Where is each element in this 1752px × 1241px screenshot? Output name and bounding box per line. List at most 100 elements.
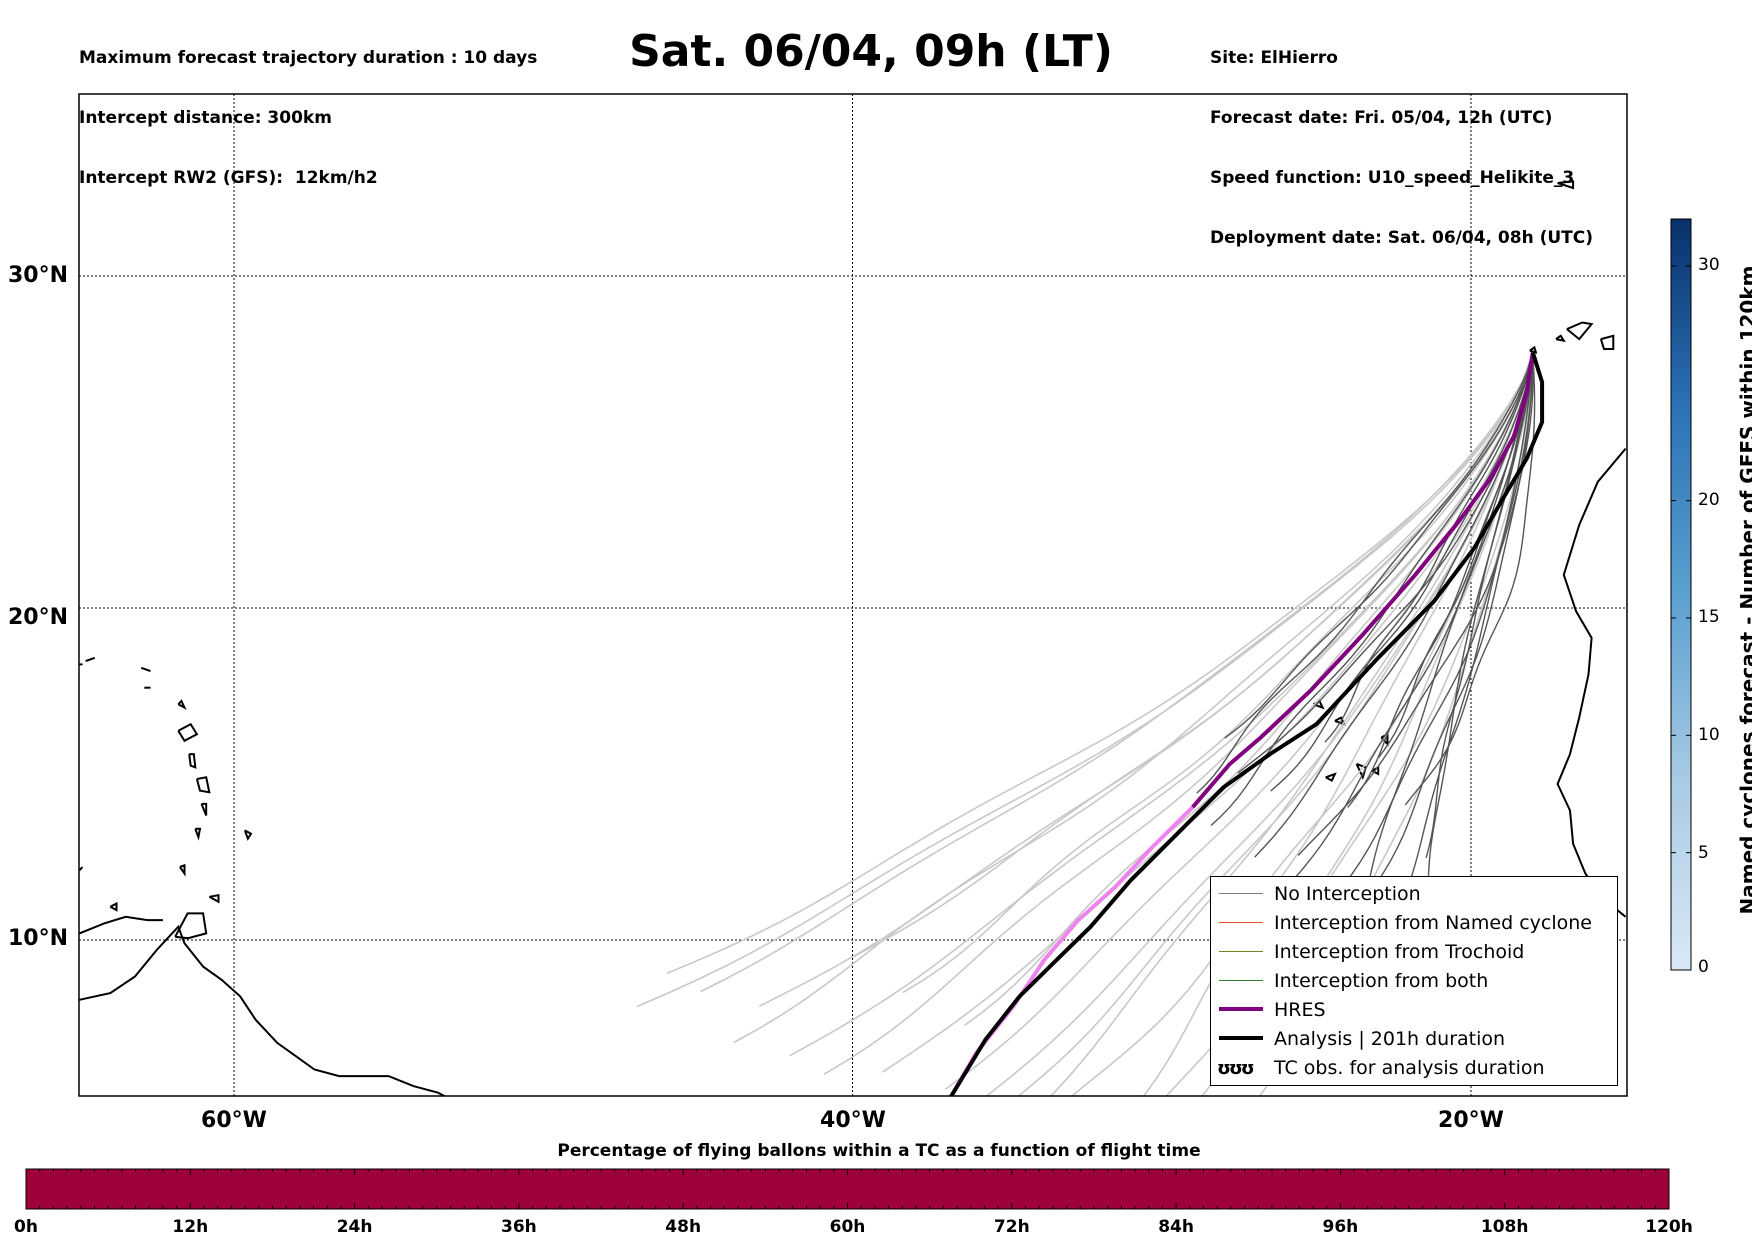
bottom-bar-tick-label: 120h: [1645, 1217, 1693, 1237]
coastline-segment: [195, 776, 211, 794]
trajectory-no-interception: [1297, 352, 1535, 856]
legend-swatch-both: [1219, 980, 1263, 981]
speed-function-text: Speed function: U10_speed_Helikite_3: [1210, 168, 1575, 188]
lat-label-30: 30°N: [8, 263, 69, 288]
coastline-segment: [1325, 772, 1337, 782]
legend-label-no-interception: No Interception: [1274, 883, 1421, 905]
coastline-segment: [1641, 316, 1663, 339]
colorbar-tick-10: 10: [1698, 725, 1720, 745]
hres-trajectory: [1191, 352, 1535, 809]
colorbar-title: Named cyclones forecast - Number of GEFS…: [1736, 265, 1752, 915]
analysis-trajectory: [949, 351, 1545, 1096]
coastline-segment: [79, 915, 163, 935]
legend-label-hres: HRES: [1274, 999, 1326, 1021]
colorbar-ticks: [1671, 265, 1691, 971]
coastline-segment: [140, 666, 151, 673]
bottom-bar-tick-label: 24h: [336, 1217, 373, 1237]
colorbar-tick-30: 30: [1698, 255, 1720, 275]
header-left-info: Maximum forecast trajectory duration : 1…: [79, 8, 537, 208]
legend-item-trochoid: Interception from Trochoid: [1211, 938, 1617, 966]
legend-item-both: Interception from both: [1211, 967, 1617, 995]
bottom-bar-tick-label: 84h: [1158, 1217, 1194, 1237]
coastline-segment: [1557, 180, 1575, 190]
intercept-distance-text: Intercept distance: 300km: [79, 108, 332, 128]
trajectory-no-interception: [1254, 352, 1534, 858]
intercept-rw2-text: Intercept RW2 (GFS): 12km/h2: [79, 168, 378, 188]
coastline-segment: [79, 866, 84, 871]
trajectory-no-interception: [636, 352, 1534, 1008]
bottom-bar-tick-label: 60h: [829, 1217, 866, 1237]
coastline-segment: [177, 699, 187, 710]
trajectory-no-interception: [758, 352, 1534, 1007]
colorbar-tick-0: 0: [1698, 957, 1709, 977]
colorbar-tick-20: 20: [1698, 490, 1720, 510]
trajectory-no-interception: [1324, 352, 1534, 743]
coastline-segment: [200, 802, 208, 816]
lat-label-10: 10°N: [8, 926, 69, 951]
trajectory-no-interception: [902, 352, 1534, 994]
coastline-segment: [194, 827, 202, 841]
trajectory-no-interception: [1270, 352, 1534, 792]
legend-label-analysis: Analysis | 201h duration: [1274, 1028, 1506, 1050]
coastline-segment: [188, 753, 197, 769]
legend-item-analysis: Analysis | 201h duration: [1211, 1025, 1617, 1053]
bottom-bar-tick-label: 12h: [172, 1217, 209, 1237]
deployment-date-text: Deployment date: Sat. 06/04, 08h (UTC): [1210, 228, 1594, 248]
trajectory-no-interception: [944, 352, 1534, 1091]
legend: No Interception Interception from Named …: [1210, 876, 1618, 1086]
legend-swatch-named-cyclone: [1219, 922, 1263, 923]
bottom-bar-tick-label: 0h: [14, 1217, 38, 1237]
bottom-bar-title: Percentage of flying ballons within a TC…: [557, 1141, 1201, 1161]
legend-label-trochoid: Interception from Trochoid: [1274, 941, 1525, 963]
legend-swatch-hres: [1219, 1007, 1263, 1011]
colorbar-tick-15: 15: [1698, 607, 1720, 627]
bottom-bar-ticks: [25, 1169, 1670, 1209]
coastline-segment: [179, 863, 186, 877]
lon-label-40w: 40°W: [820, 1108, 886, 1133]
trajectory-no-interception: [1348, 352, 1534, 959]
header-right-info: Site: ElHierro Forecast date: Fri. 05/04…: [1210, 8, 1593, 268]
tc-obs-marker-icon: ʊʊʊ: [1217, 1058, 1255, 1079]
page-title-wrap: Sat. 06/04, 09h (LT): [0, 26, 1752, 78]
bottom-bar-tick-label: 48h: [665, 1217, 702, 1237]
coastline-segment: [1371, 765, 1380, 776]
coastline-segment: [208, 894, 220, 904]
coastline-segment: [1599, 334, 1615, 350]
legend-label-both: Interception from both: [1274, 970, 1489, 992]
lat-label-20: 20°N: [8, 605, 69, 630]
forecast-date-text: Forecast date: Fri. 05/04, 12h (UTC): [1210, 108, 1553, 128]
bottom-bar-tick-label: 108h: [1480, 1217, 1529, 1237]
coastline-segment: [177, 722, 199, 743]
lon-label-60w: 60°W: [201, 1108, 267, 1133]
trajectory-no-interception: [823, 352, 1534, 1075]
legend-label-named-cyclone: Interception from Named cyclone: [1274, 912, 1592, 934]
coastline-segment: [1555, 334, 1566, 343]
map-frame: [78, 93, 1628, 1097]
trajectory-no-interception: [1142, 352, 1534, 1096]
trajectories-main: [948, 351, 1545, 1096]
legend-item-hres: HRES: [1211, 996, 1617, 1024]
trajectory-no-interception: [1360, 352, 1534, 907]
legend-item-no-interception: No Interception: [1211, 880, 1617, 908]
bottom-bar-tick-label: 72h: [993, 1217, 1030, 1237]
trajectory-no-interception: [1017, 352, 1534, 1096]
trajectory-no-interception: [1049, 352, 1534, 1096]
page-title: Sat. 06/04, 09h (LT): [629, 26, 1113, 77]
coastline-segment: [1566, 321, 1594, 341]
colorbar-title-wrap: Named cyclones forecast - Number of GEFS…: [1728, 220, 1752, 960]
coastline-segment: [109, 901, 118, 912]
bottom-bar-tick-label: 36h: [501, 1217, 537, 1237]
trajectory-no-interception: [964, 352, 1534, 1026]
trajectory-no-interception: [1196, 352, 1534, 794]
colorbar: [1670, 218, 1692, 971]
lon-label-20w: 20°W: [1438, 1108, 1504, 1133]
legend-swatch-analysis: [1219, 1036, 1263, 1040]
max-duration-text: Maximum forecast trajectory duration : 1…: [79, 48, 538, 68]
site-text: Site: ElHierro: [1210, 48, 1338, 68]
coastline-segment: [243, 829, 253, 841]
colorbar-tick-5: 5: [1698, 843, 1709, 863]
legend-swatch-trochoid: [1219, 951, 1263, 952]
legend-item-named-cyclone: Interception from Named cyclone: [1211, 909, 1617, 937]
legend-label-tc-obs: TC obs. for analysis duration: [1274, 1057, 1545, 1079]
trajectory-no-interception: [1378, 352, 1534, 759]
